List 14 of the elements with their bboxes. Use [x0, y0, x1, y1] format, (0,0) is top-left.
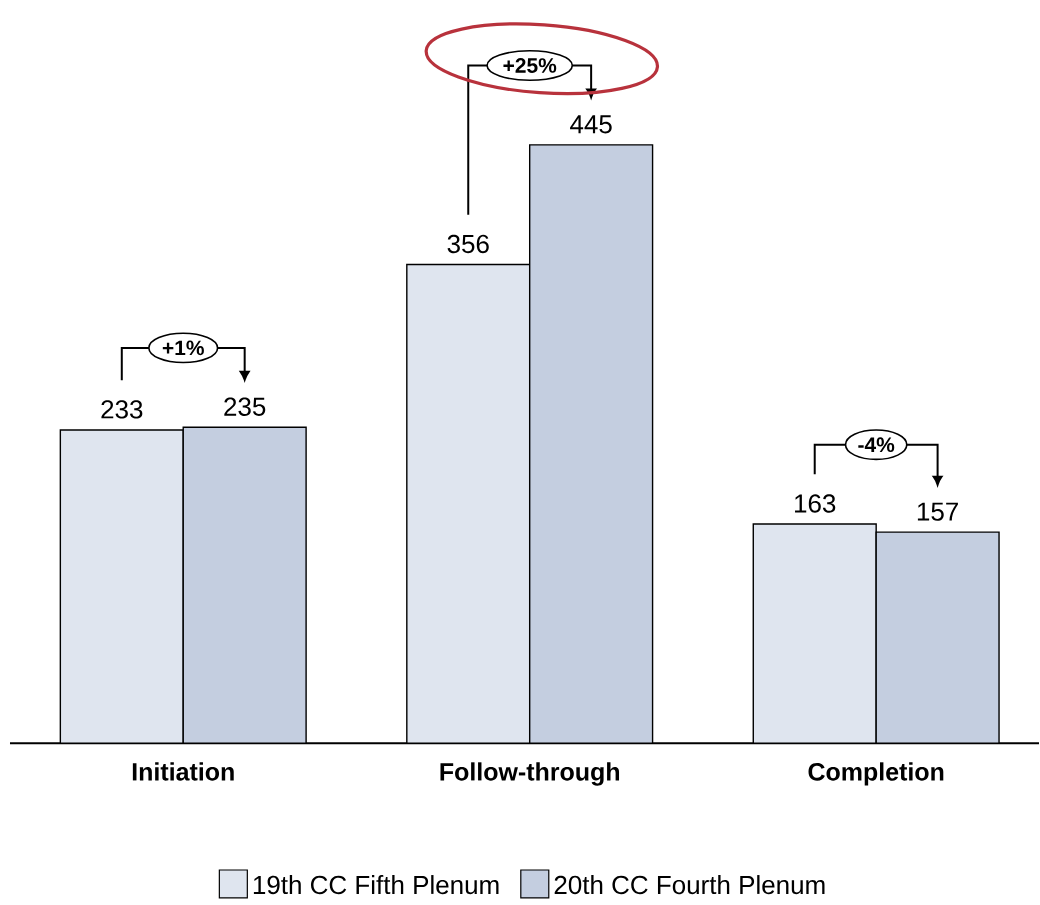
x-tick-label: Completion: [808, 762, 944, 786]
legend-label: 20th CC Fourth Plenum: [554, 875, 825, 895]
x-tick-label: Initiation: [132, 762, 234, 781]
data-label: 233: [101, 400, 143, 419]
data-label: 163: [795, 494, 836, 513]
data-label: 157: [917, 502, 958, 521]
x-tick-label: Follow-through: [440, 762, 620, 786]
annotation: +1%: [162, 340, 204, 356]
legend-label: 19th CC Fifth Plenum: [253, 875, 499, 895]
annotation: -4%: [858, 437, 895, 453]
data-label: 356: [447, 234, 489, 254]
data-label: 235: [224, 397, 266, 416]
text: +25%: [503, 58, 557, 73]
data-label: 445: [570, 115, 612, 134]
